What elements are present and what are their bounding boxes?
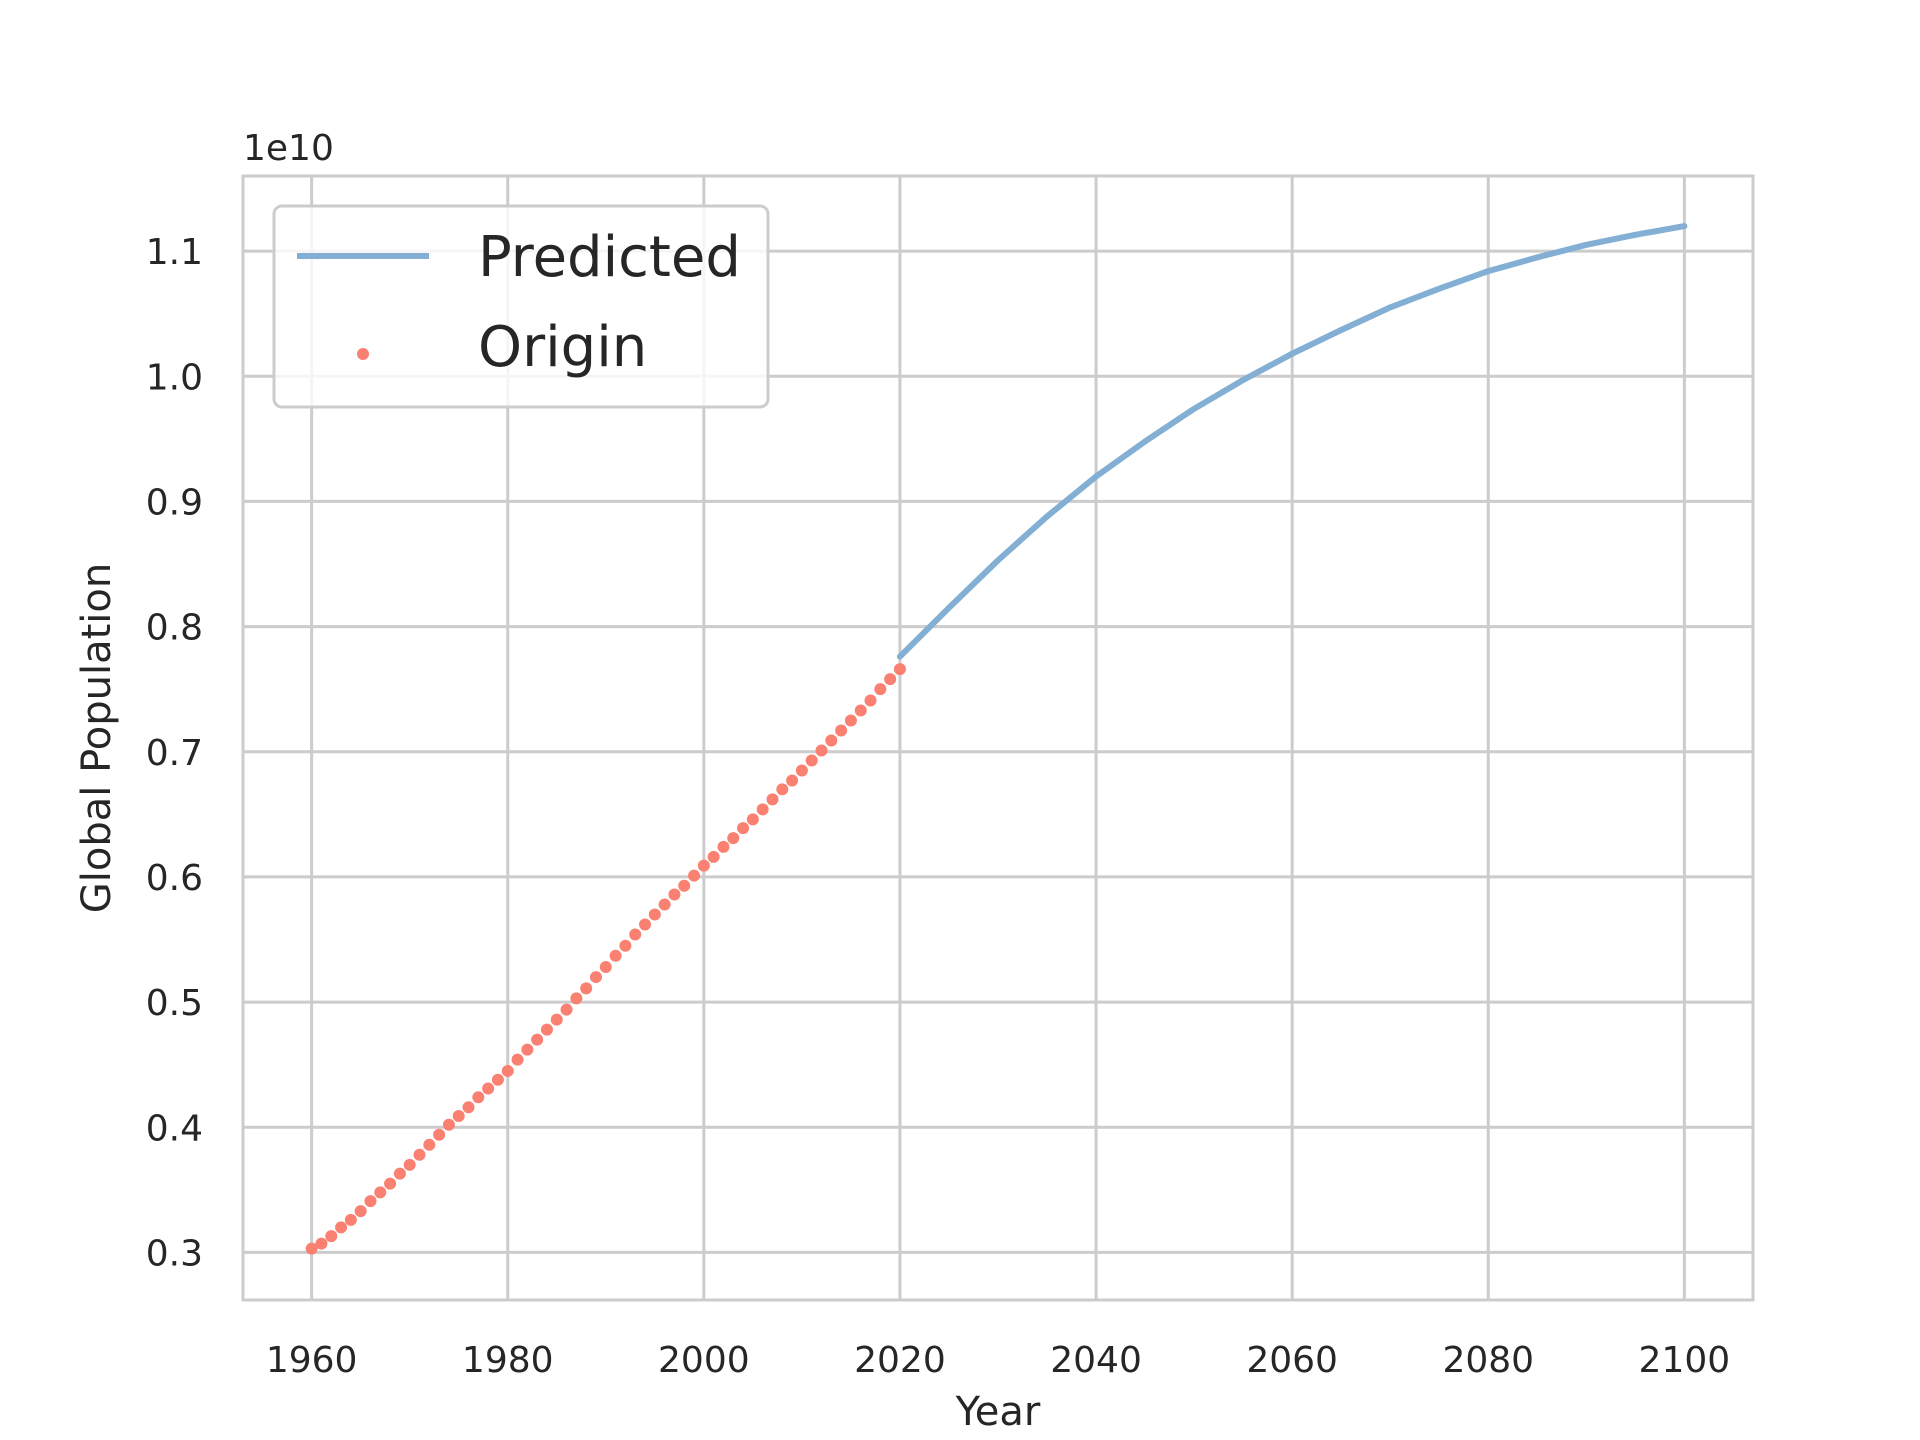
origin-point — [433, 1128, 446, 1141]
origin-point — [570, 992, 583, 1005]
origin-point — [384, 1177, 397, 1190]
x-tick-label: 2020 — [854, 1340, 946, 1381]
origin-point — [501, 1064, 514, 1077]
origin-point — [580, 982, 593, 995]
origin-point — [452, 1110, 465, 1123]
origin-point — [697, 859, 710, 872]
y-offset-label: 1e10 — [243, 128, 334, 169]
origin-point — [795, 764, 808, 777]
origin-point — [393, 1167, 406, 1180]
origin-point — [335, 1221, 348, 1234]
origin-point — [511, 1053, 524, 1066]
origin-point — [482, 1082, 495, 1095]
x-tick-labels: 1960 1980 2000 2020 2040 2060 2080 2100 — [266, 1340, 1730, 1381]
origin-point — [423, 1138, 436, 1151]
origin-point — [413, 1148, 426, 1161]
origin-point — [315, 1237, 328, 1250]
x-tick-label: 2080 — [1442, 1340, 1534, 1381]
y-tick-label: 0.6 — [146, 858, 203, 899]
origin-point — [737, 822, 750, 835]
x-axis-label: Year — [955, 1389, 1041, 1435]
legend-origin-swatch — [357, 348, 369, 360]
series-layer — [305, 223, 1688, 1255]
origin-point — [766, 793, 779, 806]
origin-point — [560, 1003, 573, 1016]
origin-point — [688, 869, 701, 882]
origin-point — [521, 1043, 534, 1056]
legend-predicted-label: Predicted — [478, 225, 741, 290]
origin-point — [540, 1023, 553, 1036]
origin-point — [707, 850, 720, 863]
y-tick-label: 1.1 — [146, 232, 203, 273]
x-tick-label: 1960 — [266, 1340, 358, 1381]
origin-point — [354, 1205, 367, 1218]
origin-point — [893, 663, 906, 676]
origin-point — [491, 1073, 504, 1086]
origin-point — [668, 888, 681, 901]
legend: Predicted Origin — [272, 204, 770, 409]
y-tick-label: 0.8 — [146, 608, 203, 649]
origin-point — [805, 754, 818, 767]
origin-point — [325, 1230, 338, 1243]
origin-point — [619, 939, 632, 952]
origin-point — [678, 879, 691, 892]
origin-point — [825, 734, 838, 747]
origin-point — [472, 1091, 485, 1104]
grid — [243, 176, 1753, 1300]
x-tick-label: 2060 — [1246, 1340, 1338, 1381]
y-axis-label: Global Population — [74, 563, 120, 913]
x-tick-label: 2000 — [658, 1340, 750, 1381]
origin-point — [815, 744, 828, 757]
origin-point — [786, 774, 799, 787]
origin-point — [589, 971, 602, 984]
legend-origin-label: Origin — [478, 315, 647, 380]
origin-point — [609, 949, 622, 962]
origin-point — [531, 1033, 544, 1046]
origin-point — [746, 813, 759, 826]
x-tick-label: 2040 — [1050, 1340, 1142, 1381]
y-tick-label: 0.7 — [146, 733, 203, 774]
y-tick-label: 0.9 — [146, 482, 203, 523]
origin-point — [884, 673, 897, 686]
x-tick-label: 1980 — [462, 1340, 554, 1381]
origin-point — [835, 724, 848, 737]
y-tick-label: 1.0 — [146, 357, 203, 398]
origin-point — [844, 714, 857, 727]
origin-point — [648, 908, 661, 921]
x-tick-label: 2100 — [1639, 1340, 1731, 1381]
origin-point — [344, 1213, 357, 1226]
origin-point — [756, 803, 769, 816]
plot-frame — [241, 174, 1755, 1302]
origin-point — [550, 1013, 563, 1026]
y-tick-label: 0.4 — [146, 1108, 203, 1149]
origin-point — [639, 918, 652, 931]
y-tick-label: 0.3 — [146, 1233, 203, 1274]
origin-point — [364, 1195, 377, 1208]
origin-point — [403, 1158, 416, 1171]
origin-point — [374, 1186, 387, 1199]
origin-point — [864, 694, 877, 707]
y-tick-labels: 0.3 0.4 0.5 0.6 0.7 0.8 0.9 1.0 1.1 — [146, 232, 203, 1274]
origin-point — [717, 840, 730, 853]
origin-point — [874, 683, 887, 696]
origin-point — [599, 961, 612, 974]
predicted-line — [896, 223, 1688, 660]
origin-point — [727, 832, 740, 845]
origin-point — [629, 928, 642, 941]
y-tick-label: 0.5 — [146, 983, 203, 1024]
origin-point — [658, 898, 671, 911]
origin-point — [442, 1118, 455, 1131]
origin-point — [776, 783, 789, 796]
origin-point — [854, 704, 867, 717]
origin-point — [305, 1242, 318, 1255]
origin-point — [462, 1101, 475, 1114]
